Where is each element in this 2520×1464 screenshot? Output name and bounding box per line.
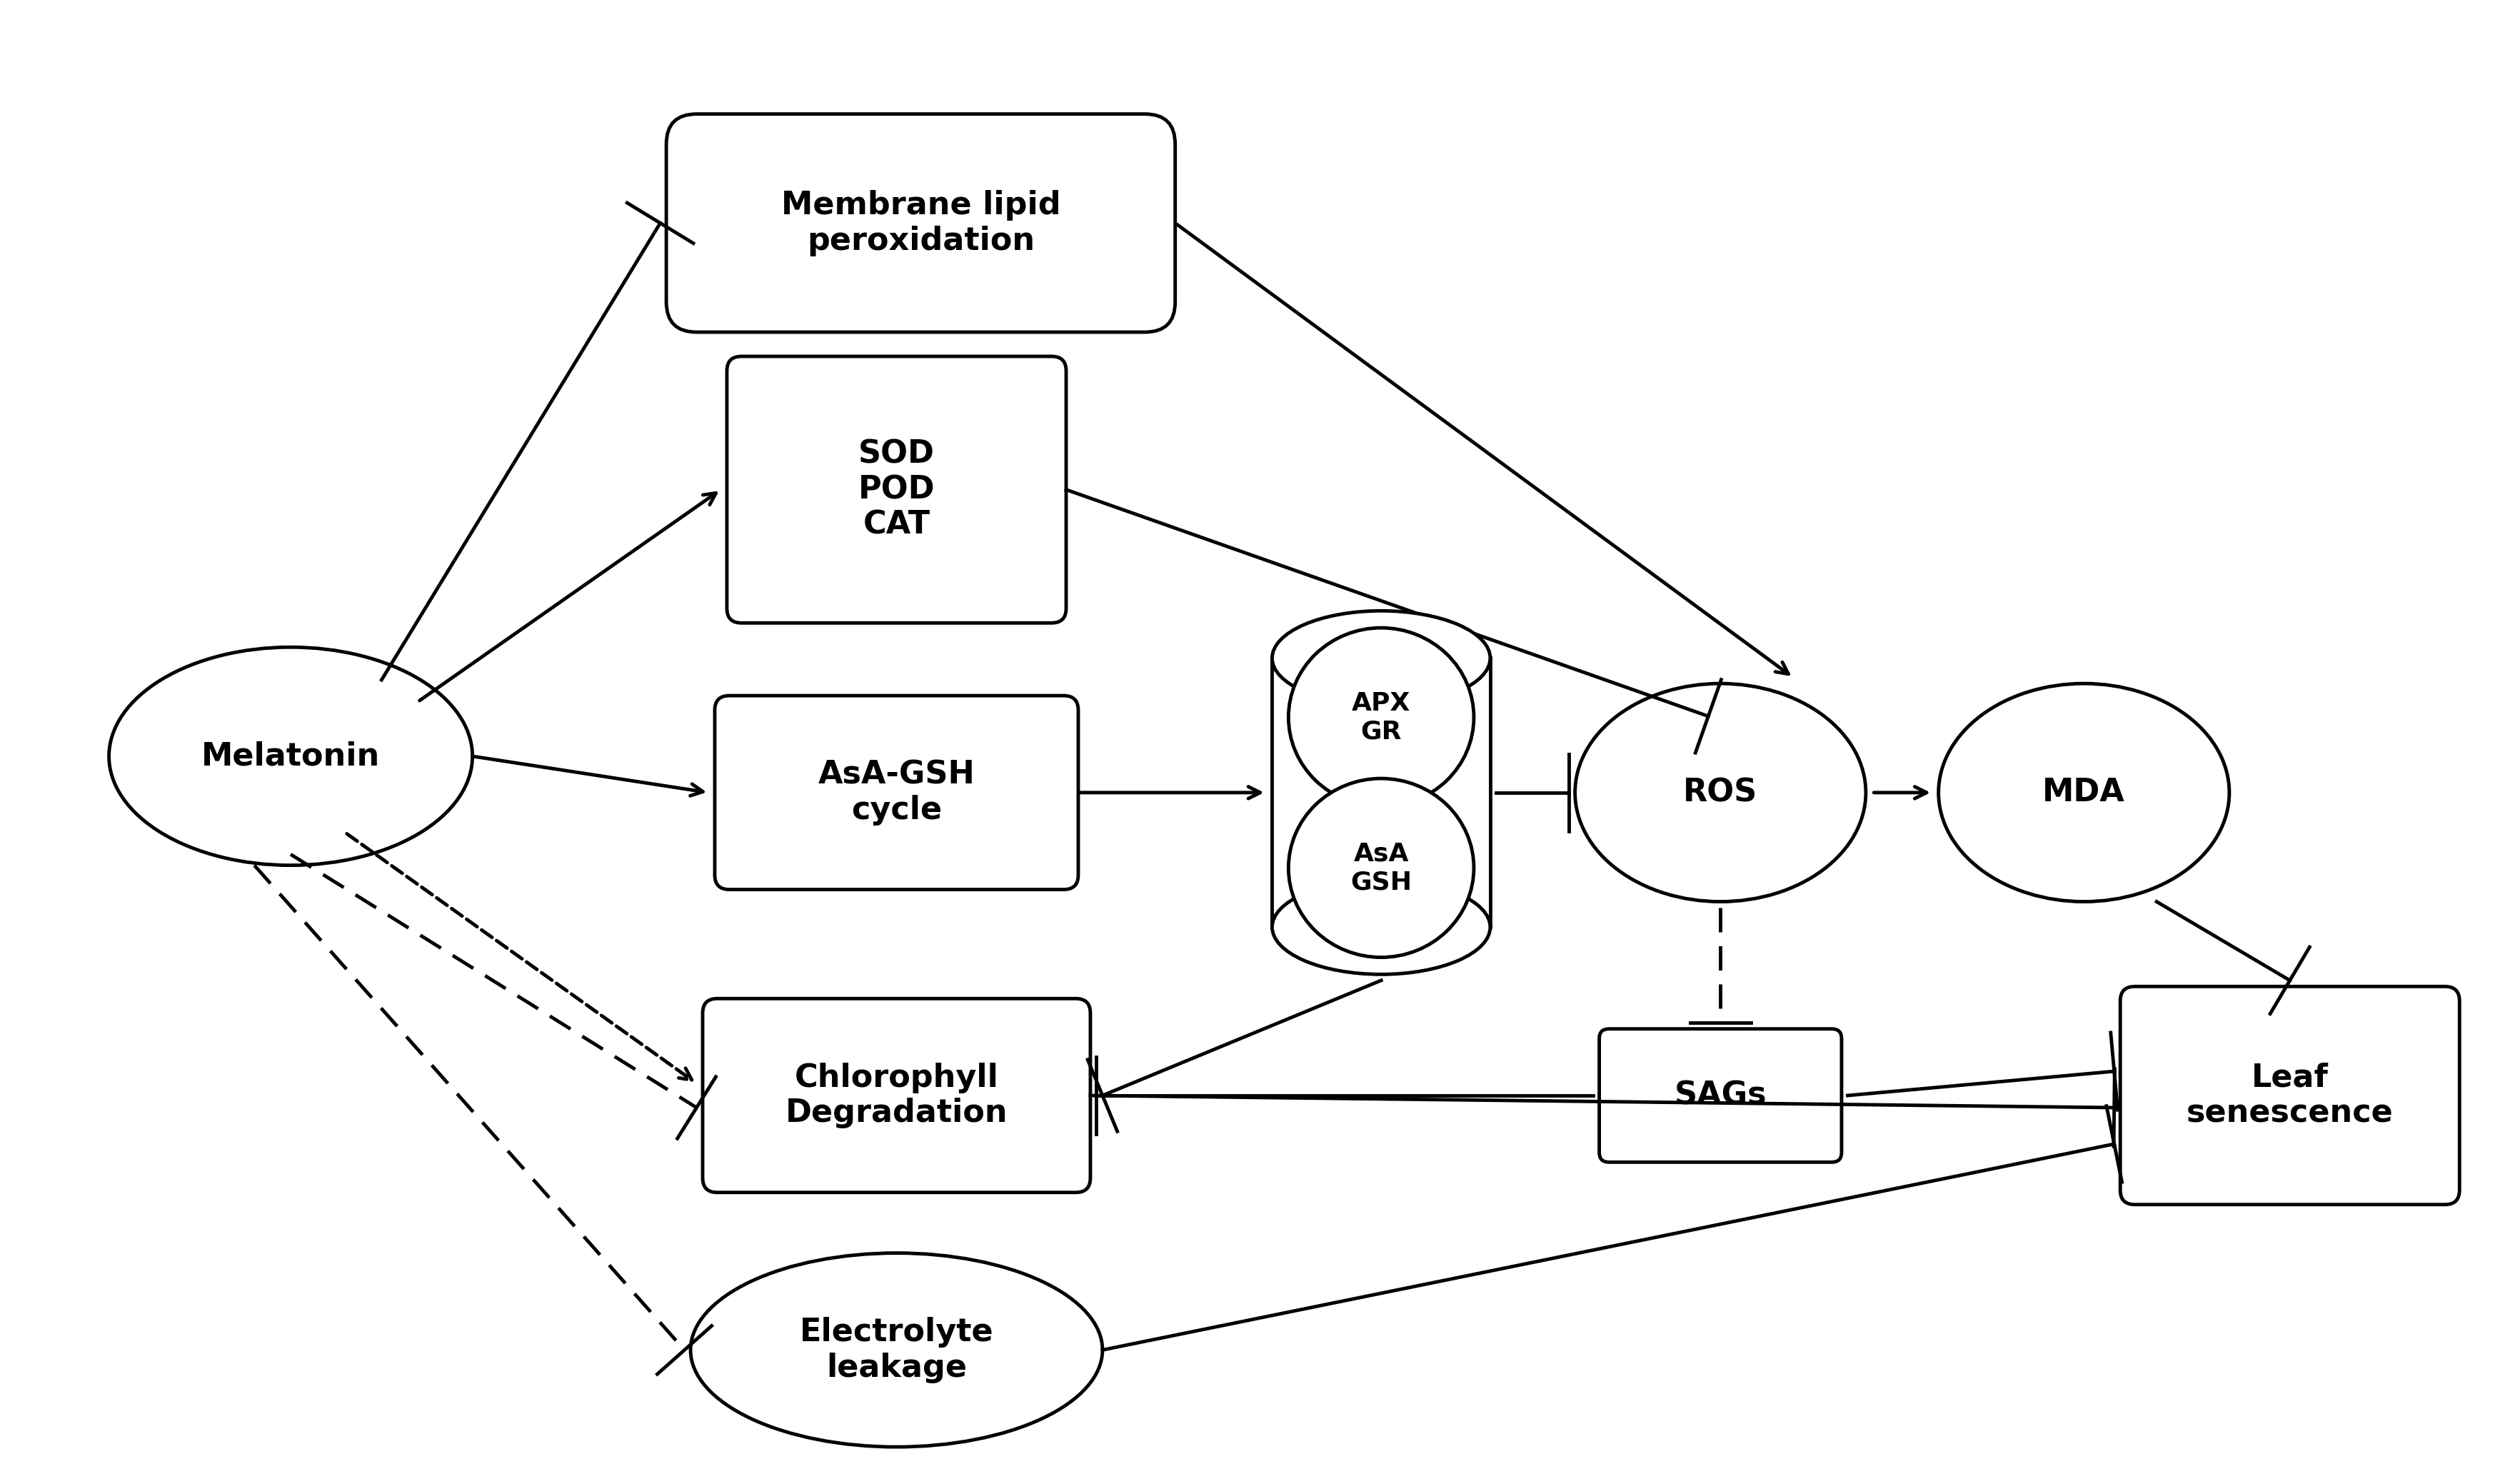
Text: SAGs: SAGs (1673, 1080, 1767, 1111)
FancyBboxPatch shape (1600, 1029, 1842, 1162)
Ellipse shape (1575, 684, 1865, 902)
Text: Leaf
senescence: Leaf senescence (2187, 1063, 2394, 1129)
Text: Electrolyte
leakage: Electrolyte leakage (799, 1316, 993, 1383)
Text: Chlorophyll
Degradation: Chlorophyll Degradation (786, 1063, 1008, 1129)
FancyBboxPatch shape (716, 695, 1079, 890)
Ellipse shape (1273, 610, 1489, 706)
Ellipse shape (108, 647, 471, 865)
Text: APX
GR: APX GR (1351, 691, 1411, 744)
Text: Melatonin: Melatonin (202, 741, 381, 772)
Text: ROS: ROS (1683, 777, 1756, 808)
Ellipse shape (690, 1253, 1101, 1446)
Text: MDA: MDA (2044, 777, 2124, 808)
FancyBboxPatch shape (665, 114, 1174, 332)
Text: SOD
POD
CAT: SOD POD CAT (859, 439, 935, 540)
FancyBboxPatch shape (726, 356, 1066, 624)
Bar (1273, 659, 1489, 927)
Ellipse shape (1938, 684, 2230, 902)
Ellipse shape (1288, 628, 1474, 807)
FancyBboxPatch shape (703, 998, 1091, 1193)
Text: Membrane lipid
peroxidation: Membrane lipid peroxidation (781, 190, 1061, 256)
FancyBboxPatch shape (2119, 987, 2460, 1205)
Ellipse shape (1273, 880, 1489, 975)
Text: AsA
GSH: AsA GSH (1351, 842, 1411, 895)
Ellipse shape (1288, 779, 1474, 957)
Text: AsA-GSH
cycle: AsA-GSH cycle (819, 760, 975, 826)
